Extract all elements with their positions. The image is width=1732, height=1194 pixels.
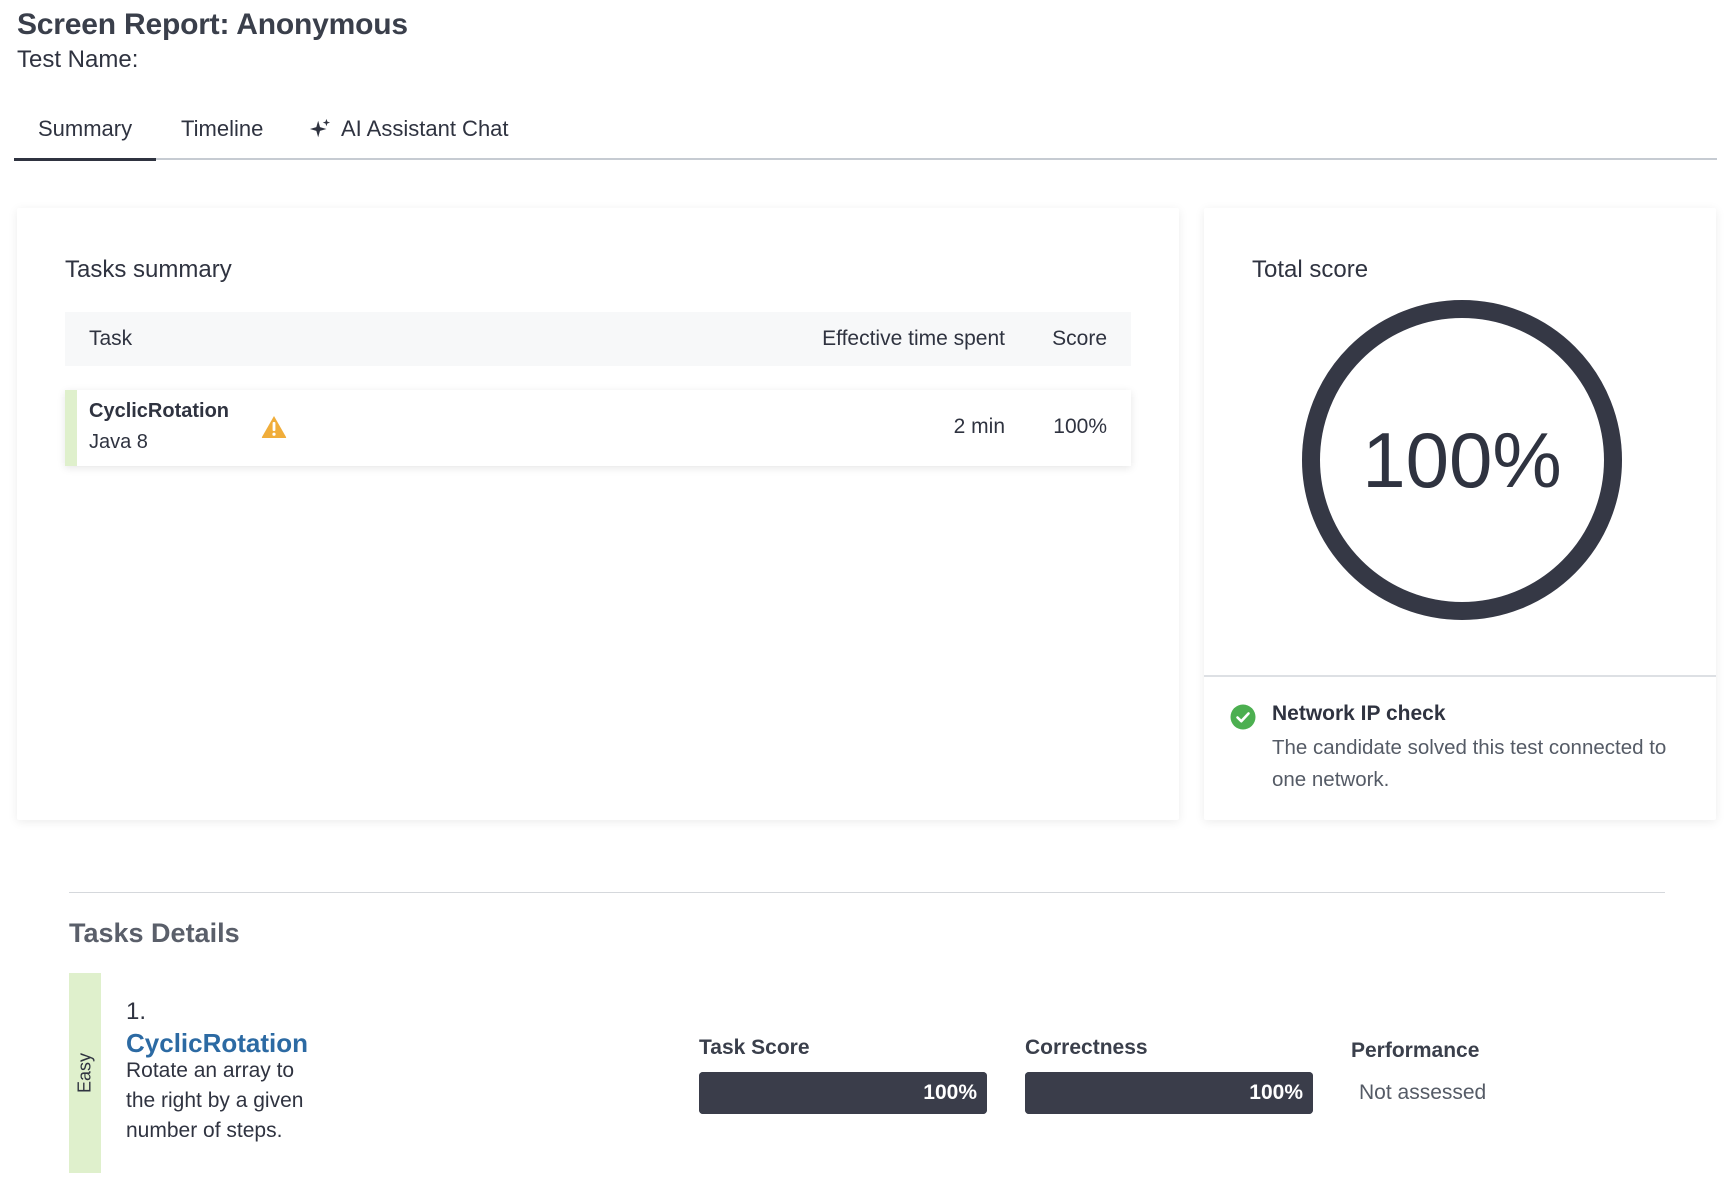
tab-timeline[interactable]: Timeline	[181, 116, 263, 142]
total-score-value: 100%	[1362, 415, 1562, 504]
correctness-value: 100%	[1249, 1081, 1303, 1104]
task-score-bar-fill	[699, 1072, 987, 1114]
tasks-summary-heading: Tasks summary	[65, 256, 232, 283]
task-score-bar: 100%	[699, 1072, 987, 1114]
performance-value: Not assessed	[1359, 1081, 1487, 1104]
table-row[interactable]: CyclicRotation Java 8 2 min 100%	[65, 390, 1131, 466]
network-check-description: The candidate solved this test connected…	[1272, 736, 1667, 791]
task-description: Rotate an array to the right by a given …	[126, 1059, 304, 1142]
column-header-task: Task	[89, 327, 133, 350]
tasks-table-header: Task Effective time spent Score	[65, 312, 1131, 366]
tasks-summary-card: Tasks summary Task Effective time spent …	[17, 208, 1179, 820]
score-ring-graphic	[1302, 300, 1622, 620]
divider	[1204, 675, 1716, 677]
total-score-heading: Total score	[1252, 256, 1369, 283]
task-language: Java 8	[89, 431, 148, 453]
tasks-details-heading: Tasks Details	[69, 918, 240, 948]
column-header-time: Effective time spent	[822, 327, 1005, 350]
test-name-label: Test Name:	[17, 46, 139, 73]
total-score-card: Total score 100% Network IP check The ca…	[1204, 208, 1716, 820]
correctness-bar: 100%	[1025, 1072, 1313, 1114]
column-header-score: Score	[1052, 327, 1107, 350]
difficulty-strip	[69, 973, 101, 1173]
task-title-link[interactable]: CyclicRotation	[126, 1028, 309, 1058]
task-number: 1.	[126, 998, 147, 1025]
task-score-value: 100%	[923, 1081, 977, 1104]
task-score: 100%	[1053, 415, 1107, 438]
correctness-bar-fill	[1025, 1072, 1313, 1114]
tab-ai-assistant-chat[interactable]: AI Assistant Chat	[309, 116, 509, 142]
warning-icon[interactable]	[261, 415, 287, 439]
divider	[69, 892, 1665, 893]
sparkle-icon	[309, 118, 331, 138]
total-score-ring: 100%	[1300, 298, 1624, 622]
task-name: CyclicRotation	[89, 400, 230, 422]
task-time-spent: 2 min	[953, 415, 1005, 438]
difficulty-text: Easy	[74, 1052, 95, 1094]
tab-timeline-label: Timeline	[181, 116, 264, 141]
task-score-label: Task Score	[699, 1036, 810, 1059]
tab-bar: Summary Timeline AI Assistant Chat	[13, 100, 1717, 161]
performance-label: Performance	[1351, 1039, 1480, 1062]
tab-ai-assistant-chat-label: AI Assistant Chat	[341, 116, 509, 141]
page-title: Screen Report: Anonymous	[17, 8, 408, 41]
check-circle-icon	[1230, 704, 1256, 730]
tab-summary-label: Summary	[38, 116, 133, 141]
score-ring-arc	[1302, 300, 1622, 620]
network-check-title: Network IP check	[1272, 702, 1446, 725]
tab-summary[interactable]: Summary	[13, 116, 157, 161]
correctness-label: Correctness	[1025, 1036, 1148, 1059]
